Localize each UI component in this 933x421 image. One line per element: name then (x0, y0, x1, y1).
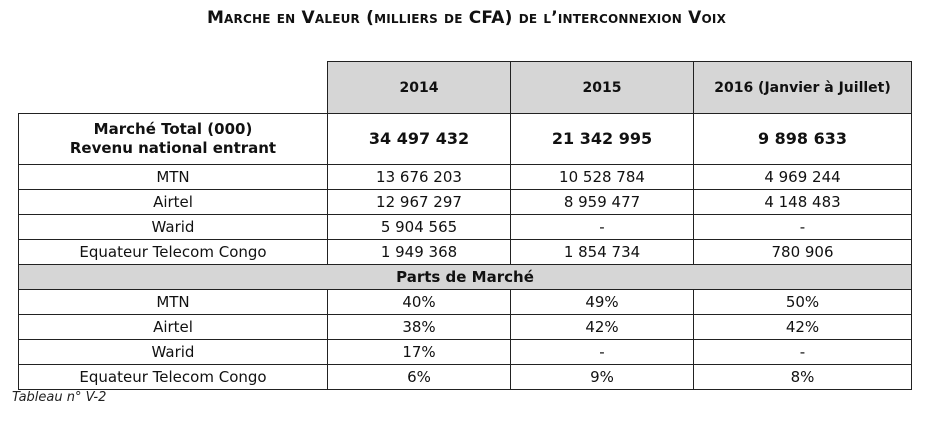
operator-label: MTN (18, 164, 328, 190)
revenue-value: 10 528 784 (510, 164, 694, 190)
revenue-value: 12 967 297 (327, 189, 511, 215)
revenue-value: 4 148 483 (693, 189, 912, 215)
share-value: 9% (510, 364, 694, 390)
total-value: 9 898 633 (693, 113, 912, 165)
share-value: 38% (327, 314, 511, 340)
share-row-warid: Warid 17% - - (18, 339, 912, 365)
table-caption: Tableau n° V-2 (12, 390, 107, 405)
column-header-2016: 2016 (Janvier à Juillet) (693, 61, 912, 114)
revenue-value: 8 959 477 (510, 189, 694, 215)
operator-label: MTN (18, 289, 328, 315)
share-row-airtel: Airtel 38% 42% 42% (18, 314, 912, 340)
share-value: 50% (693, 289, 912, 315)
revenue-value: 5 904 565 (327, 214, 511, 240)
total-market-row: Marché Total (000) Revenu national entra… (18, 113, 912, 165)
share-value: 42% (510, 314, 694, 340)
revenue-value: 13 676 203 (327, 164, 511, 190)
revenue-row-warid: Warid 5 904 565 - - (18, 214, 912, 240)
share-value: 8% (693, 364, 912, 390)
total-value: 21 342 995 (510, 113, 694, 165)
revenue-value: - (510, 214, 694, 240)
total-market-label: Marché Total (000) Revenu national entra… (18, 113, 328, 165)
share-value: - (693, 339, 912, 365)
revenue-value: - (693, 214, 912, 240)
total-label-line2: Revenu national entrant (69, 139, 277, 157)
share-value: - (510, 339, 694, 365)
table-header-row: 2014 2015 2016 (Janvier à Juillet) (18, 61, 912, 114)
revenue-value: 1 854 734 (510, 239, 694, 265)
column-header-2015: 2015 (510, 61, 694, 114)
market-share-section-title: Parts de Marché (18, 264, 912, 290)
share-value: 17% (327, 339, 511, 365)
market-value-table: 2014 2015 2016 (Janvier à Juillet) March… (18, 61, 912, 390)
revenue-value: 1 949 368 (327, 239, 511, 265)
page-title: Marche en Valeur (milliers de CFA) de l’… (206, 8, 727, 28)
revenue-row-mtn: MTN 13 676 203 10 528 784 4 969 244 (18, 164, 912, 190)
revenue-value: 780 906 (693, 239, 912, 265)
header-blank-cell (18, 61, 328, 114)
revenue-value: 4 969 244 (693, 164, 912, 190)
operator-label: Equateur Telecom Congo (18, 364, 328, 390)
share-value: 42% (693, 314, 912, 340)
operator-label: Warid (18, 214, 328, 240)
operator-label: Equateur Telecom Congo (18, 239, 328, 265)
operator-label: Warid (18, 339, 328, 365)
market-share-section-row: Parts de Marché (18, 264, 912, 290)
operator-label: Airtel (18, 314, 328, 340)
share-value: 40% (327, 289, 511, 315)
total-label-line1: Marché Total (000) (93, 120, 253, 138)
share-value: 6% (327, 364, 511, 390)
total-value: 34 497 432 (327, 113, 511, 165)
share-value: 49% (510, 289, 694, 315)
revenue-row-airtel: Airtel 12 967 297 8 959 477 4 148 483 (18, 189, 912, 215)
share-row-mtn: MTN 40% 49% 50% (18, 289, 912, 315)
column-header-2014: 2014 (327, 61, 511, 114)
operator-label: Airtel (18, 189, 328, 215)
share-row-equateur: Equateur Telecom Congo 6% 9% 8% (18, 364, 912, 390)
revenue-row-equateur: Equateur Telecom Congo 1 949 368 1 854 7… (18, 239, 912, 265)
